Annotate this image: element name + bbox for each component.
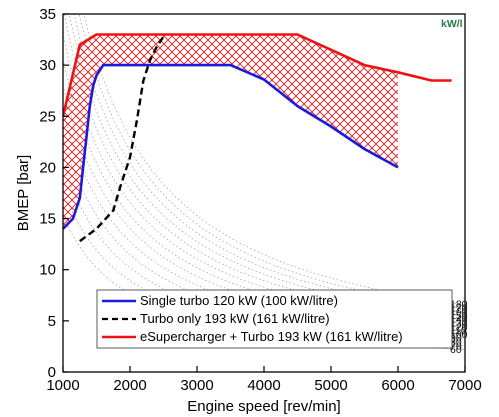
y-tick-label: 10	[39, 262, 56, 279]
legend-label-esupercharger: eSupercharger + Turbo 193 kW (161 kW/lit…	[140, 329, 403, 344]
y-tick-label: 5	[48, 313, 56, 330]
power-contour-line	[63, 85, 465, 332]
contour-level-label: 180	[450, 299, 468, 311]
x-tick-label: 1000	[46, 377, 79, 394]
power-contour-line	[63, 32, 465, 324]
contour-level-label: 70	[450, 340, 462, 352]
contour-unit-label: kW/l	[441, 18, 463, 30]
y-tick-label: 35	[39, 6, 56, 23]
contour-level-label: 90	[450, 333, 462, 345]
y-tick-label: 20	[39, 159, 56, 176]
y-axis-title: BMEP [bar]	[15, 155, 32, 231]
contour-level-label: 120	[450, 321, 468, 333]
x-axis-title: Engine speed [rev/min]	[187, 398, 340, 415]
x-tick-label: 3000	[180, 377, 213, 394]
series-line-turbo-only	[79, 35, 165, 243]
series-lines	[63, 33, 452, 243]
y-axis-ticks: 0 5 10 15 20 25 30 35	[39, 6, 69, 381]
series-line-single-turbo	[63, 63, 399, 230]
power-contour-line	[63, 111, 465, 336]
x-tick-label: 5000	[314, 377, 347, 394]
x-tick-label: 7000	[448, 377, 481, 394]
contour-level-label: 100	[450, 329, 468, 341]
contour-level-label: 80	[450, 337, 462, 349]
legend-label-single-turbo: Single turbo 120 kW (100 kW/litre)	[140, 293, 338, 308]
x-tick-label: 4000	[247, 377, 280, 394]
contour-level-label: 110	[450, 325, 467, 337]
legend: Single turbo 120 kW (100 kW/litre) Turbo…	[96, 289, 453, 349]
contour-level-label: 140	[450, 314, 468, 326]
power-contour-line	[68, 14, 465, 317]
y-tick-label: 15	[39, 211, 56, 228]
x-axis-ticks: 1000 2000 3000 4000 5000 6000 7000	[46, 366, 482, 394]
contour-level-label: 160	[450, 306, 468, 318]
x-tick-label: 2000	[113, 377, 146, 394]
contour-level-label: 150	[450, 310, 468, 322]
y-tick-label: 30	[39, 57, 56, 74]
power-contour-line	[64, 14, 465, 321]
x-tick-label: 6000	[381, 377, 414, 394]
y-tick-label: 25	[39, 108, 56, 125]
legend-box	[96, 289, 453, 349]
y-tick-label: 0	[48, 364, 56, 381]
contour-level-label: 130	[450, 318, 468, 330]
contour-level-label: 170	[450, 302, 468, 314]
series-line-esupercharger	[63, 33, 452, 117]
boost-area-hatch	[63, 34, 398, 229]
contour-level-label: 60	[450, 344, 462, 356]
legend-label-turbo-only: Turbo only 193 kW (161 kW/litre)	[140, 311, 330, 326]
